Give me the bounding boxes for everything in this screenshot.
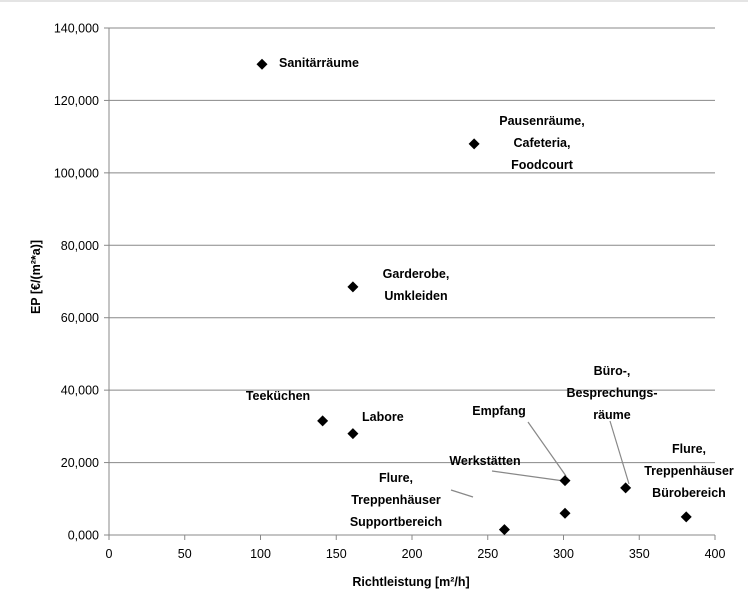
x-tick-label: 400: [705, 547, 726, 561]
data-point-label: Werkstätten: [449, 454, 520, 468]
data-point-label: Büro-, Besprechungs-räume: [567, 364, 658, 422]
data-point-label: Flure, Treppenhäuser Bürobereich: [644, 442, 734, 500]
data-points: [256, 58, 692, 536]
x-tick-label: 50: [178, 547, 192, 561]
data-point-marker: [680, 511, 692, 523]
data-point-label: Sanitärräume: [279, 56, 359, 70]
x-tick-labels: 0 50 100 150 200 250 300 350 400: [106, 547, 726, 561]
y-tick-labels: 0,000 20,000 40,000 60,000 80,000 100,000 120,…: [54, 22, 99, 543]
data-point-marker: [347, 428, 359, 440]
data-point-label: Pausenräume, Cafeteria, Foodcourt: [499, 114, 584, 172]
y-tick-label: 40,000: [61, 384, 99, 398]
data-point-label: Flure, Treppenhäuser Supportbereich: [350, 471, 442, 529]
axes: [104, 27, 716, 540]
leader-lines: [450, 420, 630, 498]
y-tick-label: 140,000: [54, 22, 99, 36]
x-tick-label: 300: [553, 547, 574, 561]
x-axis-label: Richtleistung [m²/h]: [352, 575, 469, 589]
y-tick-label: 0,000: [68, 529, 99, 543]
leader-line: [450, 489, 474, 498]
data-point-marker: [559, 475, 571, 487]
x-tick-label: 150: [326, 547, 347, 561]
data-point-label: Labore: [362, 410, 404, 424]
x-tick-label: 0: [106, 547, 113, 561]
y-tick-label: 60,000: [61, 311, 99, 325]
x-tick-label: 200: [402, 547, 423, 561]
y-tick-label: 100,000: [54, 166, 99, 180]
data-point-marker: [256, 58, 268, 70]
leader-line: [609, 420, 630, 485]
data-point-marker: [620, 482, 632, 494]
data-point-marker: [468, 138, 480, 150]
data-point-label: Garderobe, Umkleiden: [383, 267, 450, 303]
data-point-marker: [347, 281, 359, 293]
y-tick-label: 20,000: [61, 456, 99, 470]
point-labels: Sanitärräume Pausenräume, Cafeteria, Foodco…: [246, 56, 734, 529]
x-tick-label: 350: [629, 547, 650, 561]
data-point-marker: [498, 524, 510, 536]
data-point-marker: [317, 415, 329, 427]
data-point-marker: [559, 507, 571, 519]
y-tick-label: 120,000: [54, 94, 99, 108]
data-point-label: Empfang: [472, 404, 525, 418]
leader-line: [527, 421, 567, 477]
leader-line: [491, 470, 565, 482]
x-tick-label: 100: [250, 547, 271, 561]
data-point-label: Teeküchen: [246, 389, 310, 403]
gridlines: [109, 27, 715, 464]
y-axis-label: EP [€/(m²*a)]: [29, 240, 43, 314]
y-tick-label: 80,000: [61, 239, 99, 253]
x-tick-label: 250: [477, 547, 498, 561]
